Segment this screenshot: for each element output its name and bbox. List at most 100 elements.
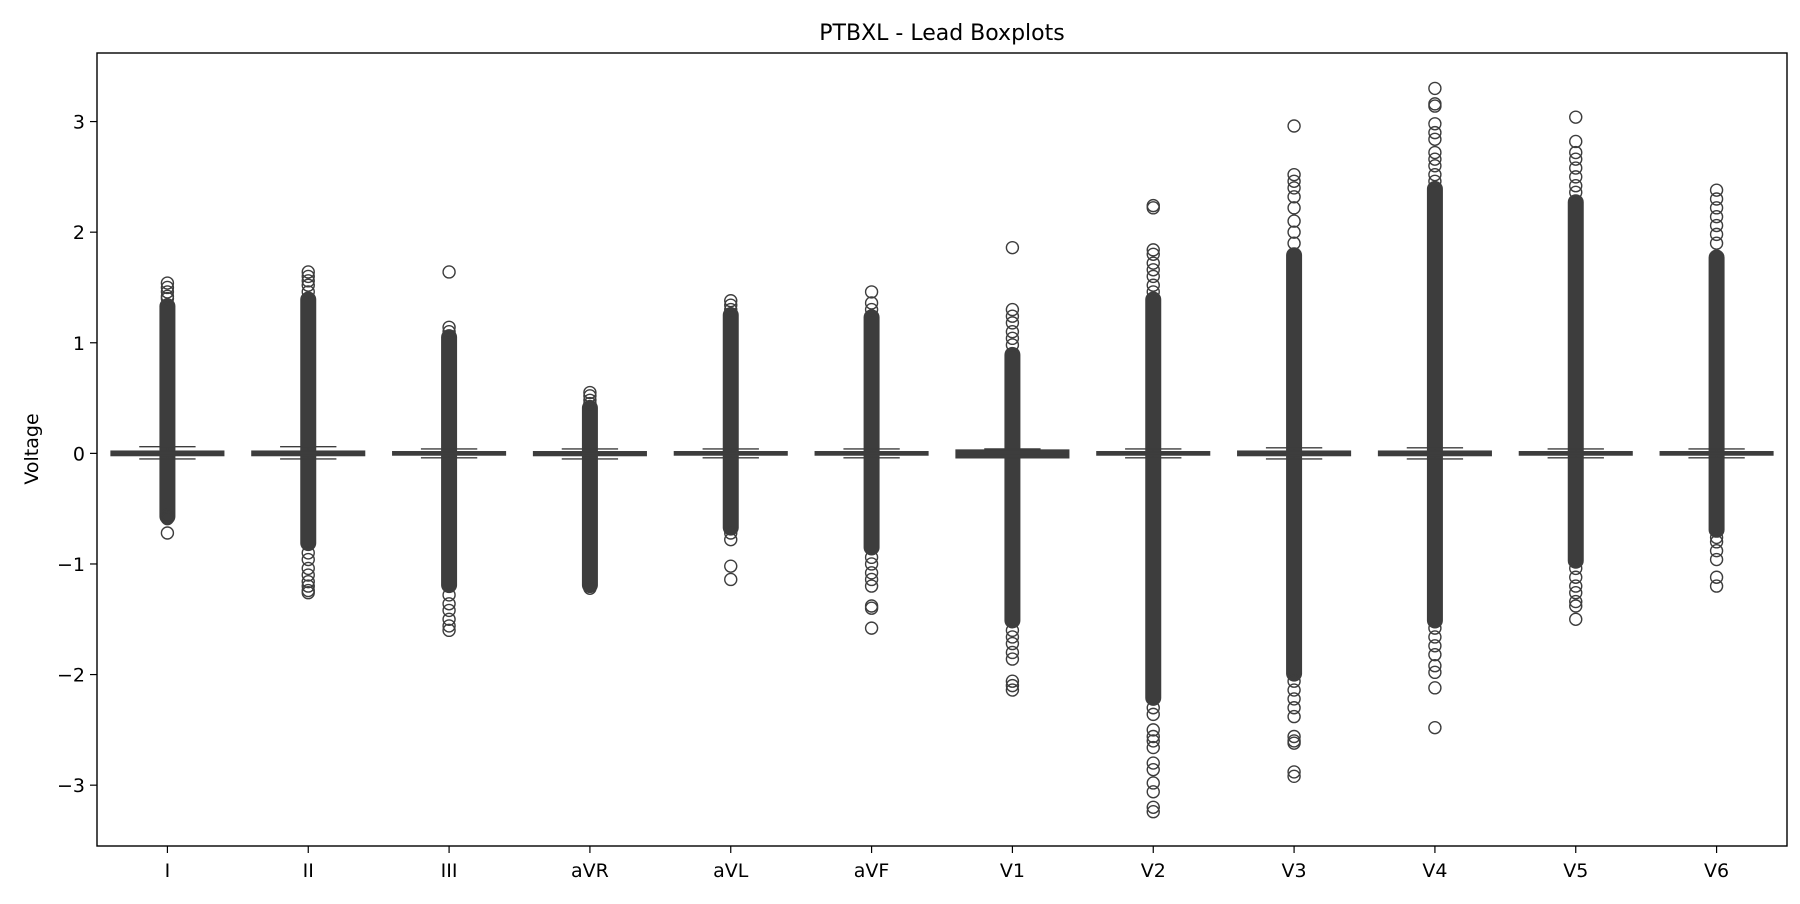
outlier-point [1146, 762, 1160, 777]
outlier-point [301, 278, 315, 292]
outlier-point [1146, 800, 1160, 814]
outlier-point [1005, 302, 1020, 317]
outlier-point [724, 532, 738, 547]
outlier-point [442, 603, 456, 618]
outlier-point [442, 623, 456, 638]
outlier-point [160, 526, 175, 540]
outlier-point [1428, 125, 1442, 140]
outlier-point [1287, 701, 1301, 715]
outlier-point [1709, 579, 1724, 593]
x-tick-label: III [441, 860, 458, 882]
outlier-point [1428, 159, 1442, 173]
outlier-point [1287, 729, 1301, 744]
outlier-point [160, 280, 175, 295]
outlier-point [1005, 674, 1020, 688]
outlier-point [1146, 740, 1160, 755]
outlier-point [301, 586, 315, 600]
outlier-band [300, 291, 317, 552]
outlier-point [1428, 681, 1442, 695]
box-group-aVF [814, 285, 929, 635]
outlier-point [1146, 256, 1160, 270]
outlier-point [1428, 659, 1442, 673]
box-group-aVR [532, 385, 647, 596]
outlier-point [1287, 181, 1301, 195]
outlier-point [1146, 756, 1160, 770]
outlier-point [583, 393, 597, 407]
outlier-point [864, 302, 879, 317]
outlier-point [1146, 707, 1160, 722]
outlier-point [1569, 161, 1583, 175]
outlier-point [442, 597, 456, 611]
outlier-point [1569, 145, 1583, 160]
outlier-point [1569, 570, 1583, 584]
y-tick-label: 1 [73, 333, 85, 355]
y-tick-label: −3 [57, 775, 85, 797]
outlier-point [442, 265, 456, 279]
x-tick-label: V4 [1422, 860, 1447, 882]
outlier-point [301, 546, 315, 560]
outlier-point [1146, 701, 1160, 715]
y-tick-label: −1 [57, 554, 85, 576]
outlier-point [1146, 729, 1160, 744]
outlier-point [724, 294, 738, 308]
outlier-point [724, 302, 738, 317]
x-tick-label: V6 [1704, 860, 1729, 882]
outlier-point [1005, 630, 1020, 644]
outlier-point [1569, 594, 1583, 609]
x-tick-label: aVL [713, 860, 749, 882]
x-axis: I II III aVR aVL aVF V1 V2 V3 V4 V5 V6 [165, 846, 1729, 882]
outlier-point [1287, 765, 1301, 779]
outlier-point [1709, 543, 1724, 558]
outlier-point [1005, 683, 1020, 697]
outlier-point [1146, 805, 1160, 819]
outlier-point [1005, 331, 1020, 346]
outlier-point [1569, 134, 1583, 149]
plot-frame [96, 52, 1788, 847]
outlier-point [583, 396, 597, 411]
x-tick-label: aVF [854, 860, 890, 882]
outlier-point [1428, 174, 1442, 188]
outlier-point [301, 265, 315, 279]
outlier-point [583, 385, 597, 400]
outlier-point [1287, 236, 1301, 250]
outlier-point [442, 612, 456, 626]
y-tick-label: 3 [73, 112, 85, 134]
outlier-point [1428, 99, 1442, 113]
outlier-band [581, 399, 598, 594]
outlier-point [1709, 227, 1724, 242]
outlier-point [583, 389, 597, 403]
outlier-point [1287, 167, 1301, 182]
outlier-point [1287, 709, 1301, 724]
outlier-point [864, 572, 879, 587]
outlier-point [160, 511, 175, 526]
outlier-point [1428, 152, 1442, 166]
outlier-point [724, 526, 738, 540]
y-axis: 3 2 1 0 −1 −2 −3 [57, 112, 97, 797]
x-tick-label: V2 [1141, 860, 1166, 882]
outlier-point [1146, 723, 1160, 737]
outlier-point [583, 581, 597, 596]
outlier-point [1005, 325, 1020, 339]
outlier-point [1287, 769, 1301, 784]
outlier-point [1146, 285, 1160, 299]
outlier-point [1005, 645, 1020, 660]
x-tick-label: II [303, 860, 314, 882]
outlier-point [1005, 309, 1020, 323]
outlier-point [1569, 170, 1583, 184]
outlier-point [1709, 201, 1724, 215]
outlier-point [1005, 316, 1020, 330]
plot-area [110, 81, 1774, 819]
outlier-point [1709, 530, 1724, 545]
x-tick-label: aVR [571, 860, 609, 882]
outlier-point [1569, 152, 1583, 166]
outlier-point [864, 579, 879, 593]
box-group-V2 [1096, 198, 1211, 819]
outlier-point [301, 269, 315, 284]
outlier-point [160, 291, 175, 306]
outlier-point [1287, 190, 1301, 204]
outlier-point [1569, 179, 1583, 193]
outlier-point [1709, 236, 1724, 250]
outlier-point [1287, 674, 1301, 688]
